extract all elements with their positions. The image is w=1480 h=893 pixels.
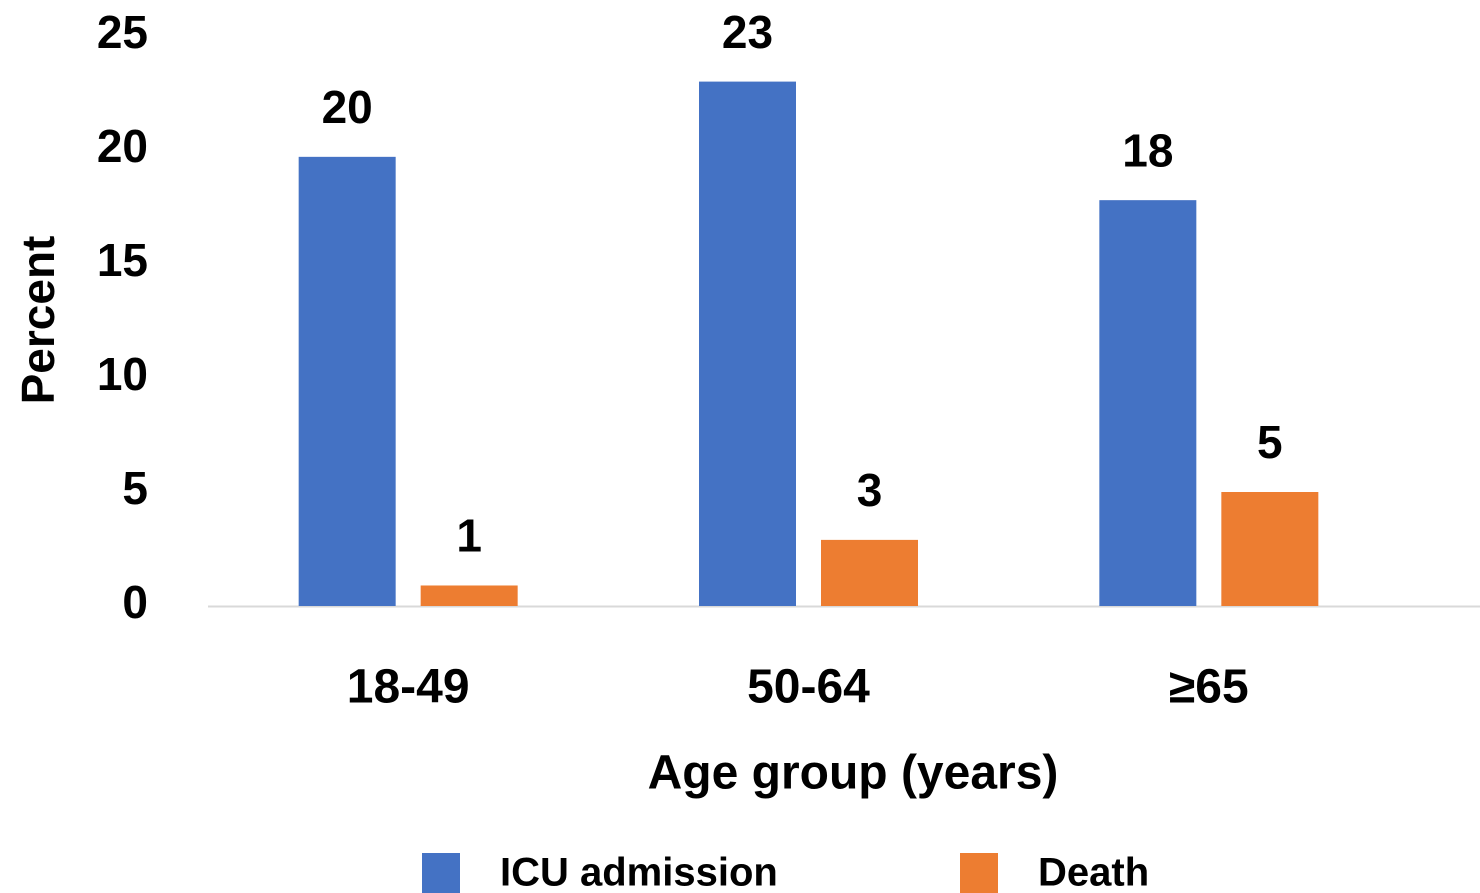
x-tick-label: 50-64 <box>747 661 870 714</box>
data-label: 5 <box>1257 416 1283 468</box>
data-label: 23 <box>722 6 773 58</box>
bar <box>821 539 918 606</box>
bar <box>420 585 518 606</box>
y-tick-label: 5 <box>122 462 148 514</box>
data-label: 1 <box>456 510 482 562</box>
x-tick-label: ≥65 <box>1169 661 1249 714</box>
legend-label: Death <box>1038 851 1149 893</box>
legend-swatch <box>960 853 998 893</box>
x-axis-title: Age group (years) <box>648 747 1059 800</box>
data-label: 20 <box>322 81 373 133</box>
bar <box>1099 200 1197 606</box>
y-tick-label: 15 <box>97 234 148 286</box>
legend-swatch <box>422 853 460 893</box>
y-tick-label: 25 <box>97 6 148 58</box>
y-tick-label: 20 <box>97 120 148 172</box>
bar <box>1221 492 1319 606</box>
bar <box>298 156 396 606</box>
y-axis-title: Percent <box>12 236 64 405</box>
y-tick-label: 0 <box>122 576 148 628</box>
x-tick-label: 18-49 <box>347 661 470 714</box>
y-tick-label: 10 <box>97 348 148 400</box>
bar <box>699 81 796 607</box>
data-label: 3 <box>857 464 883 516</box>
legend-label: ICU admission <box>500 851 778 893</box>
data-label: 18 <box>1122 124 1173 176</box>
